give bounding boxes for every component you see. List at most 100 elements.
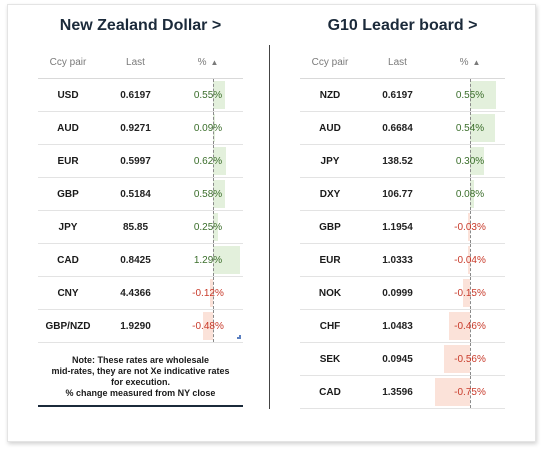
header-percent-sort[interactable]: % ▲ [173, 57, 243, 68]
table-row[interactable]: NZD 0.6197 0.55% [300, 79, 505, 112]
last-rate-cell: 138.52 [382, 155, 413, 167]
zero-baseline [213, 244, 214, 276]
last-rate-cell: 0.0945 [382, 353, 413, 365]
resize-handle-icon[interactable] [237, 335, 241, 339]
percent-change-cell: 0.58% [173, 178, 243, 210]
ccy-pair-cell: NOK [318, 287, 342, 299]
zero-baseline [213, 145, 214, 177]
zero-baseline [470, 244, 471, 276]
table-row[interactable]: JPY 85.85 0.25% [38, 211, 243, 244]
positive-change-bar [470, 180, 474, 208]
positive-change-bar [470, 147, 484, 175]
note-line: Note: These rates are wholesale [71, 355, 210, 365]
last-rate-cell: 0.6197 [382, 89, 413, 101]
last-rate-cell: 1.0333 [382, 254, 413, 266]
percent-change-value: 0.25% [193, 221, 223, 233]
note-line: mid-rates, they are not Xe indicative ra… [51, 366, 230, 376]
percent-change-cell: -0.46% [435, 310, 505, 342]
positive-change-bar [470, 114, 496, 142]
ccy-pair-cell: CAD [57, 254, 79, 266]
zero-baseline [470, 211, 471, 243]
header-ccy-pair: Ccy pair [311, 57, 349, 68]
table-row[interactable]: GBP 0.5184 0.58% [38, 178, 243, 211]
last-rate-cell: 0.9271 [120, 122, 151, 134]
percent-change-cell: -0.75% [435, 376, 505, 408]
ccy-pair-cell: CAD [319, 386, 341, 398]
percent-change-value: -0.75% [454, 386, 486, 398]
zero-baseline [470, 112, 471, 144]
percent-change-cell: 0.08% [435, 178, 505, 210]
nzd-panel-title-link[interactable]: New Zealand Dollar > [59, 17, 222, 34]
table-row[interactable]: NOK 0.0999 -0.15% [300, 277, 505, 310]
ccy-pair-cell: EUR [319, 254, 341, 266]
percent-change-value: -0.03% [454, 221, 486, 233]
zero-baseline [470, 310, 471, 342]
percent-change-cell: 0.62% [173, 145, 243, 177]
header-percent-label: % [197, 57, 207, 68]
last-rate-cell: 4.4366 [120, 287, 151, 299]
table-header: Ccy pair Last % ▲ [300, 47, 505, 79]
zero-baseline [213, 277, 214, 309]
last-rate-cell: 0.6684 [382, 122, 413, 134]
percent-change-value: -0.56% [454, 353, 486, 365]
positive-change-bar [213, 246, 240, 274]
percent-change-cell: 1.29% [173, 244, 243, 276]
table-row[interactable]: AUD 0.9271 0.09% [38, 112, 243, 145]
zero-baseline [213, 112, 214, 144]
note-line: for execution. [110, 377, 170, 387]
sort-up-icon[interactable]: ▲ [472, 57, 481, 67]
percent-change-value: 0.30% [455, 155, 485, 167]
percent-change-value: 0.55% [455, 89, 485, 101]
header-percent-sort[interactable]: % ▲ [435, 57, 505, 68]
percent-change-cell: -0.15% [435, 277, 505, 309]
last-rate-cell: 1.1954 [382, 221, 413, 233]
table-row[interactable]: SEK 0.0945 -0.56% [300, 343, 505, 376]
percent-change-value: -0.04% [454, 254, 486, 266]
percent-change-cell: -0.12% [173, 277, 243, 309]
ccy-pair-cell: GBP [319, 221, 341, 233]
positive-change-bar [213, 114, 215, 142]
header-ccy-pair: Ccy pair [49, 57, 87, 68]
percent-change-cell: 0.55% [435, 79, 505, 111]
percent-change-cell: 0.54% [435, 112, 505, 144]
ccy-pair-cell: JPY [58, 221, 78, 233]
g10-panel: G10 Leader board > Ccy pair Last % ▲ NZD… [300, 5, 505, 409]
table-row[interactable]: GBP/NZD 1.9290 -0.48% [38, 310, 243, 343]
ccy-pair-cell: JPY [320, 155, 340, 167]
table-row[interactable]: AUD 0.6684 0.54% [300, 112, 505, 145]
note-line: % change measured from NY close [65, 388, 216, 398]
sort-up-icon[interactable]: ▲ [210, 57, 219, 67]
rates-note: Note: These rates are wholesale mid-rate… [38, 351, 243, 407]
negative-change-bar [210, 279, 213, 307]
table-row[interactable]: CHF 1.0483 -0.46% [300, 310, 505, 343]
g10-panel-title-link[interactable]: G10 Leader board > [327, 17, 478, 34]
ccy-pair-cell: AUD [57, 122, 79, 134]
table-row[interactable]: DXY 106.77 0.08% [300, 178, 505, 211]
percent-change-value: 0.62% [193, 155, 223, 167]
positive-change-bar [213, 147, 226, 175]
table-row[interactable]: JPY 138.52 0.30% [300, 145, 505, 178]
table-row[interactable]: EUR 0.5997 0.62% [38, 145, 243, 178]
last-rate-cell: 0.8425 [120, 254, 151, 266]
zero-baseline [213, 178, 214, 210]
ccy-pair-cell: GBP/NZD [45, 320, 91, 332]
percent-change-cell: 0.55% [173, 79, 243, 111]
negative-change-bar [468, 246, 470, 274]
last-rate-cell: 0.5997 [120, 155, 151, 167]
panel-divider [269, 45, 270, 409]
header-percent-label: % [459, 57, 469, 68]
percent-change-cell: -0.03% [435, 211, 505, 243]
table-row[interactable]: EUR 1.0333 -0.04% [300, 244, 505, 277]
table-row[interactable]: CAD 1.3596 -0.75% [300, 376, 505, 409]
table-row[interactable]: CAD 0.8425 1.29% [38, 244, 243, 277]
zero-baseline [470, 178, 471, 210]
nzd-rate-rows: USD 0.6197 0.55% AUD 0.9271 0.09% EUR 0.5997 0.6… [38, 79, 243, 343]
table-row[interactable]: GBP 1.1954 -0.03% [300, 211, 505, 244]
negative-change-bar [468, 213, 470, 241]
ccy-pair-cell: DXY [319, 188, 341, 200]
zero-baseline [470, 277, 471, 309]
table-row[interactable]: USD 0.6197 0.55% [38, 79, 243, 112]
header-last: Last [388, 57, 407, 68]
table-row[interactable]: CNY 4.4366 -0.12% [38, 277, 243, 310]
last-rate-cell: 85.85 [122, 221, 149, 233]
